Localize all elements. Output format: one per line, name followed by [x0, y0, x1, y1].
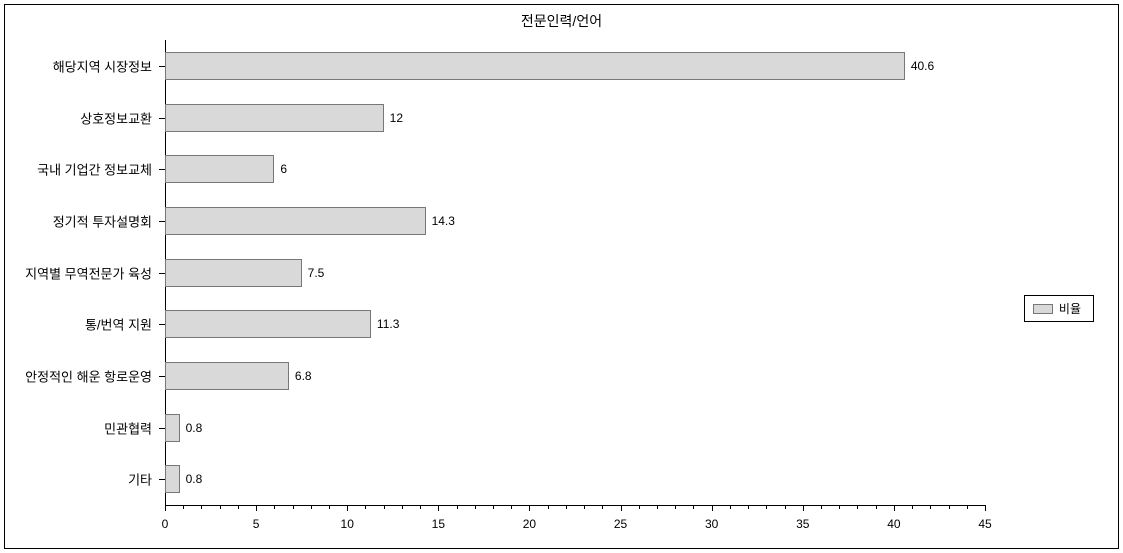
x-tick: [894, 505, 895, 511]
x-minor-tick: [201, 505, 202, 509]
bar: [165, 52, 905, 80]
chart-container: 전문인력/언어 해당지역 시장정보상호정보교환국내 기업간 정보교체정기적 투자…: [4, 4, 1119, 549]
x-minor-tick: [785, 505, 786, 509]
legend-label: 비율: [1059, 300, 1081, 317]
x-tick-label: 30: [705, 517, 718, 531]
y-axis-category-label: 안정적인 해운 항로운영: [25, 366, 152, 385]
bar: [165, 259, 302, 287]
bar-value-label: 0.8: [186, 421, 203, 435]
y-axis-category-label: 정기적 투자설명회: [53, 211, 152, 230]
y-axis-category-label: 민관협력: [104, 418, 152, 437]
x-tick-label: 35: [796, 517, 809, 531]
x-minor-tick: [693, 505, 694, 509]
x-tick-label: 0: [162, 517, 169, 531]
x-minor-tick: [311, 505, 312, 509]
legend: 비율: [1024, 295, 1094, 322]
x-tick-label: 20: [523, 517, 536, 531]
bar: [165, 310, 371, 338]
x-tick-label: 40: [887, 517, 900, 531]
x-tick: [712, 505, 713, 511]
bar: [165, 207, 426, 235]
bar-value-label: 7.5: [308, 266, 325, 280]
bar-value-label: 11.3: [377, 317, 399, 331]
x-minor-tick: [639, 505, 640, 509]
bar: [165, 104, 384, 132]
legend-item: 비율: [1033, 300, 1081, 317]
x-minor-tick: [949, 505, 950, 509]
bar-value-label: 12: [390, 111, 403, 125]
chart-title: 전문인력/언어: [5, 5, 1118, 35]
y-axis-labels: 해당지역 시장정보상호정보교환국내 기업간 정보교체정기적 투자설명회지역별 무…: [5, 40, 160, 505]
x-minor-tick: [548, 505, 549, 509]
x-minor-tick: [457, 505, 458, 509]
x-minor-tick: [876, 505, 877, 509]
x-minor-tick: [293, 505, 294, 509]
y-axis-category-label: 해당지역 시장정보: [53, 56, 152, 75]
y-axis-category-label: 상호정보교환: [80, 108, 152, 127]
x-tick: [621, 505, 622, 511]
x-minor-tick: [183, 505, 184, 509]
y-axis-category-label: 지역별 무역전문가 육성: [25, 263, 152, 282]
x-minor-tick: [602, 505, 603, 509]
bar: [165, 155, 274, 183]
x-tick: [529, 505, 530, 511]
x-tick: [985, 505, 986, 511]
x-minor-tick: [365, 505, 366, 509]
x-tick-label: 25: [614, 517, 627, 531]
x-minor-tick: [274, 505, 275, 509]
bar: [165, 362, 289, 390]
bar-value-label: 6.8: [295, 369, 312, 383]
x-tick: [438, 505, 439, 511]
x-minor-tick: [329, 505, 330, 509]
x-minor-tick: [675, 505, 676, 509]
bar-value-label: 14.3: [432, 214, 455, 228]
x-minor-tick: [566, 505, 567, 509]
x-minor-tick: [384, 505, 385, 509]
x-minor-tick: [912, 505, 913, 509]
y-axis-category-label: 국내 기업간 정보교체: [37, 160, 152, 179]
x-tick-label: 45: [978, 517, 991, 531]
x-minor-tick: [748, 505, 749, 509]
x-minor-tick: [238, 505, 239, 509]
x-minor-tick: [220, 505, 221, 509]
x-tick: [347, 505, 348, 511]
x-minor-tick: [511, 505, 512, 509]
x-tick: [165, 505, 166, 511]
x-axis: 051015202530354045: [165, 505, 985, 525]
legend-swatch: [1033, 304, 1053, 314]
x-minor-tick: [657, 505, 658, 509]
x-minor-tick: [930, 505, 931, 509]
bars-group: 40.6 12 6 14.3 7.5 11.3 6.8 0.8 0.8: [165, 40, 985, 505]
x-minor-tick: [821, 505, 822, 509]
x-minor-tick: [584, 505, 585, 509]
bar: [165, 465, 180, 493]
x-tick: [256, 505, 257, 511]
x-tick: [803, 505, 804, 511]
bar-value-label: 6: [280, 162, 287, 176]
x-minor-tick: [420, 505, 421, 509]
bar-value-label: 0.8: [186, 472, 203, 486]
y-axis-category-label: 통/번역 지원: [85, 315, 152, 334]
x-minor-tick: [766, 505, 767, 509]
x-minor-tick: [475, 505, 476, 509]
bar: [165, 414, 180, 442]
plot-area: 40.6 12 6 14.3 7.5 11.3 6.8 0.8 0.8: [165, 40, 985, 505]
bar-value-label: 40.6: [911, 59, 934, 73]
x-tick-label: 10: [341, 517, 354, 531]
x-minor-tick: [839, 505, 840, 509]
x-minor-tick: [402, 505, 403, 509]
x-tick-label: 15: [432, 517, 445, 531]
y-axis-category-label: 기타: [128, 470, 152, 489]
x-tick-label: 5: [253, 517, 260, 531]
x-minor-tick: [857, 505, 858, 509]
x-minor-tick: [967, 505, 968, 509]
x-minor-tick: [493, 505, 494, 509]
x-minor-tick: [730, 505, 731, 509]
